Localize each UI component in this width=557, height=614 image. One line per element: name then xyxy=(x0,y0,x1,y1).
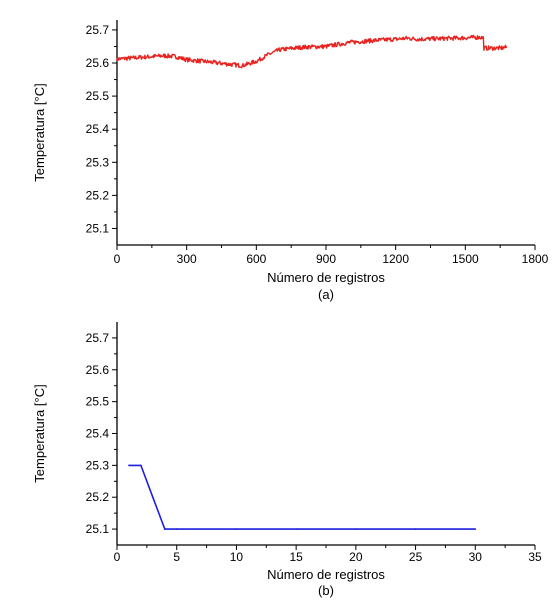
y-tick-label: 25.5 xyxy=(86,395,110,409)
x-axis-label: Número de registros xyxy=(267,567,385,582)
y-tick-label: 25.6 xyxy=(86,363,110,377)
chart-panel-a: 25.1 25.2 25.3 25.4 25.5 25.6 25.7 0 300 600 900 12… xyxy=(32,20,549,302)
data-point xyxy=(295,528,297,530)
x-tick-label: 10 xyxy=(230,550,244,564)
data-point xyxy=(128,464,130,467)
y-tick-label: 25.4 xyxy=(86,427,110,441)
y-tick-label: 25.2 xyxy=(86,490,110,504)
x-tick-label: 25 xyxy=(409,550,423,564)
data-point xyxy=(152,496,154,499)
data-point xyxy=(163,528,166,530)
y-tick-label: 25.5 xyxy=(86,89,110,103)
x-tick-label: 600 xyxy=(246,252,266,266)
y-tick-label: 25.2 xyxy=(86,188,110,202)
x-tick-label: 300 xyxy=(177,252,197,266)
x-tick-label: 0 xyxy=(114,550,121,564)
y-tick-label: 25.6 xyxy=(86,56,110,70)
chart-panel-b: 25.1 25.2 25.3 25.4 25.5 25.6 25.7 0 5 10 15 20 25 30… xyxy=(32,322,542,598)
y-tick-label: 25.1 xyxy=(86,221,110,235)
panel-label: (a) xyxy=(318,287,334,302)
series-line xyxy=(128,464,476,530)
x-tick-label: 15 xyxy=(289,550,303,564)
x-tick-label: 1800 xyxy=(522,252,549,266)
x-tick-label: 30 xyxy=(469,550,483,564)
x-tick-label: 20 xyxy=(349,550,363,564)
x-tick-label: 35 xyxy=(528,550,542,564)
data-point xyxy=(474,528,477,530)
data-point xyxy=(175,528,178,530)
y-axis-label: Temperatura [°C] xyxy=(32,83,47,181)
x-tick-label: 5 xyxy=(173,550,180,564)
data-point xyxy=(355,528,357,530)
data-point xyxy=(414,528,417,530)
x-axis-label: Número de registros xyxy=(267,270,385,285)
panel-label: (b) xyxy=(318,583,334,598)
series-line xyxy=(116,34,508,69)
x-tick-label: 0 xyxy=(114,252,121,266)
data-point xyxy=(140,464,142,467)
y-tick-label: 25.7 xyxy=(86,23,110,37)
y-tick-label: 25.4 xyxy=(86,122,110,136)
y-tick-label: 25.1 xyxy=(86,522,110,536)
y-tick-label: 25.7 xyxy=(86,331,110,345)
y-tick-label: 25.3 xyxy=(86,155,110,169)
y-axis-label: Temperatura [°C] xyxy=(32,384,47,482)
x-tick-label: 1200 xyxy=(382,252,409,266)
x-tick-label: 1500 xyxy=(452,252,479,266)
data-point xyxy=(235,528,238,530)
x-tick-label: 900 xyxy=(316,252,336,266)
y-tick-label: 25.3 xyxy=(86,458,110,472)
